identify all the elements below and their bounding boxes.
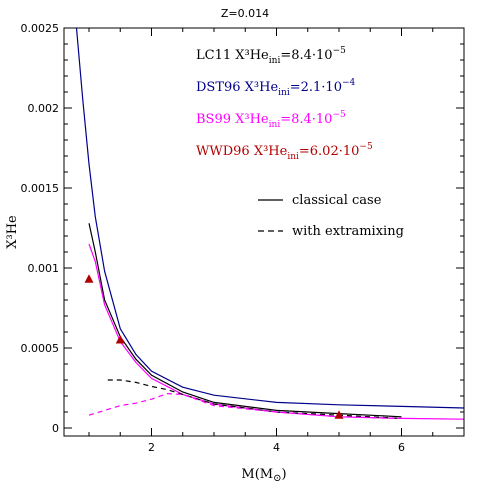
x-tick-label-0: 2 [148, 441, 155, 454]
legend-entry-lc11: LC11 X³Heini=8.4·10−5 [196, 46, 346, 66]
line-style-legend: classical case with extramixing [258, 193, 404, 239]
x-tick-label-2: 6 [398, 441, 405, 454]
chart-title: Z=0.014 [221, 7, 269, 20]
y-tick-label-1: 0.0005 [21, 342, 60, 355]
series-line-bs99 [88, 243, 464, 420]
x-axis-title-sub: ⊙ [273, 473, 281, 484]
series-line-bs99-extramixing [88, 392, 402, 419]
wwd96-marker-0 [84, 274, 94, 283]
x-axis-title-close: ) [282, 467, 287, 482]
legend-entry-bs99: BS99 X³Heini=8.4·10−5 [196, 110, 346, 130]
series-layer [75, 28, 464, 420]
markers-layer [84, 274, 344, 419]
y-tick-label-4: 0.002 [28, 102, 60, 115]
y-axis-title: X³He [5, 215, 20, 249]
y-tick-label-3: 0.0015 [21, 182, 60, 195]
legend: LC11 X³Heini=8.4·10−5 DST96 X³Heini=2.1·1… [196, 46, 373, 162]
ticks-layer: 2 4 6 0 0.0005 0.001 0.0015 0.002 0.0025 [21, 22, 465, 454]
plot-frame [63, 27, 465, 437]
x-tick-label-1: 4 [273, 441, 280, 454]
x-axis-title: M(M⊙) [241, 467, 286, 484]
legend-entry-wwd96: WWD96 X³Heini=6.02·10−5 [196, 142, 373, 162]
wwd96-marker-2 [334, 410, 344, 419]
series-line-lc11-extramixing [107, 379, 402, 419]
style-label-solid: classical case [292, 193, 382, 208]
wwd96-marker-1 [115, 335, 125, 344]
series-line-dst96 [75, 28, 464, 409]
y-tick-label-5: 0.0025 [21, 22, 60, 35]
y-tick-label-2: 0.001 [28, 262, 60, 275]
x-axis-title-main: M(M [241, 467, 273, 482]
y-tick-label-0: 0 [52, 422, 59, 435]
style-label-dashed: with extramixing [292, 224, 404, 239]
legend-entry-dst96: DST96 X³Heini=2.1·10−4 [196, 78, 356, 98]
series-line-lc11 [88, 223, 402, 418]
